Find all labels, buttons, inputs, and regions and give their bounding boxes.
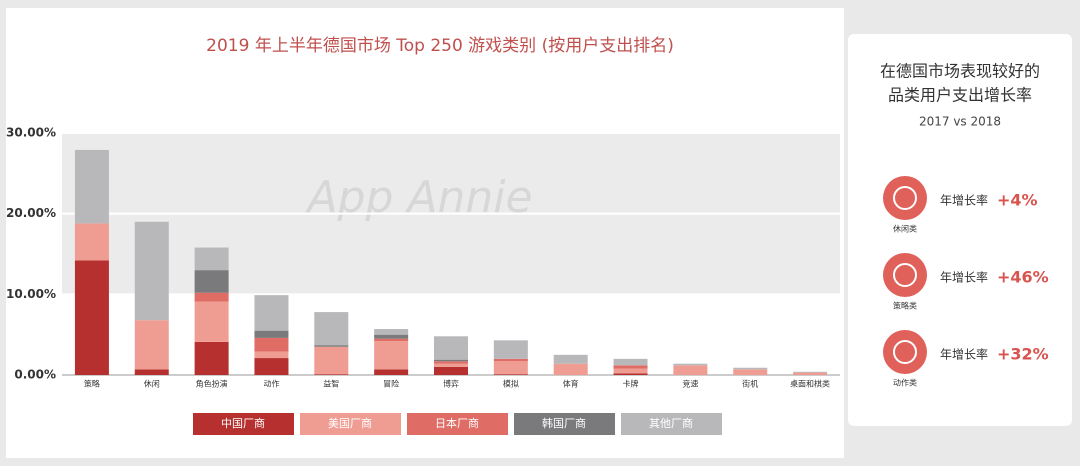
bar-segment: [74, 260, 109, 375]
growth-value: +4%: [997, 191, 1038, 210]
x-tick-label: 模拟: [503, 379, 519, 389]
bar-segment: [793, 372, 828, 375]
bar-segment: [194, 301, 229, 342]
category-icon: [883, 330, 927, 374]
category-icon: [883, 176, 927, 220]
panel-title: 在德国市场表现较好的: [880, 62, 1040, 81]
bar-segment: [793, 371, 828, 373]
x-tick-label: 竞速: [682, 379, 698, 389]
y-tick-label: 0.00%: [14, 368, 56, 382]
icon-inner: [893, 263, 917, 287]
x-tick-label: 卡牌: [623, 379, 639, 389]
bar-segment: [254, 295, 289, 331]
bar-segment: [493, 340, 528, 359]
category-icon: [883, 253, 927, 297]
bar-segment: [254, 351, 289, 359]
bar-segment: [194, 341, 229, 375]
x-tick-label: 街机: [742, 379, 758, 389]
bar-segment: [434, 363, 468, 367]
bar-segment: [733, 367, 768, 370]
x-tick-label: 益智: [323, 379, 339, 389]
growth-value: +46%: [997, 268, 1049, 287]
legend-swatch: [407, 413, 508, 435]
legend-label: 中国厂商: [221, 416, 265, 430]
bar-segment: [493, 361, 528, 375]
side-panel: [848, 34, 1072, 426]
legend-label: 日本厂商: [435, 416, 479, 430]
bar-segment: [613, 365, 648, 369]
icon-label: 动作类: [893, 378, 917, 388]
growth-label: 年增长率: [940, 193, 988, 208]
icon-label: 休闲类: [893, 224, 917, 234]
bar-segment: [134, 369, 169, 375]
x-tick-label: 休闲: [144, 379, 160, 389]
bar-segment: [194, 270, 229, 293]
bar-segment: [613, 358, 648, 366]
bar-segment: [254, 337, 289, 352]
watermark: App Annie: [304, 172, 532, 223]
legend-swatch: [300, 413, 401, 435]
bar-segment: [673, 363, 708, 366]
bar-segment: [134, 320, 169, 370]
bar-segment: [254, 358, 289, 375]
bar-segment: [434, 366, 468, 375]
bar-segment: [613, 368, 648, 374]
x-tick-label: 体育: [563, 379, 579, 389]
bar-segment: [673, 365, 708, 375]
y-tick-label: 20.00%: [6, 206, 56, 220]
icon-inner: [893, 340, 917, 364]
bar-segment: [74, 223, 109, 261]
bar-segment: [314, 374, 349, 375]
bar-segment: [374, 334, 409, 339]
bar-segment: [374, 338, 409, 342]
growth-label: 年增长率: [940, 270, 988, 285]
bar-segment: [254, 330, 289, 338]
panel-subtitle: 2017 vs 2018: [919, 115, 1001, 129]
x-tick-label: 策略: [84, 379, 100, 389]
icon-label: 策略类: [893, 301, 917, 311]
x-tick-label: 冒险: [383, 379, 399, 389]
legend-label: 其他厂商: [649, 416, 693, 430]
bar-segment: [434, 336, 468, 360]
legend-label: 美国厂商: [328, 416, 372, 430]
x-tick-label: 桌面和棋类: [790, 379, 830, 389]
legend-swatch: [193, 413, 294, 435]
legend-label: 韩国厂商: [542, 416, 586, 430]
bar-segment: [374, 329, 409, 335]
x-tick-label: 动作: [263, 379, 279, 389]
bar-segment: [314, 345, 349, 347]
bar-segment: [74, 149, 109, 224]
bar-segment: [194, 292, 229, 302]
bar-segment: [493, 358, 528, 362]
panel-title: 品类用户支出增长率: [888, 86, 1032, 105]
bar-segment: [553, 363, 588, 375]
bar-segment: [314, 346, 349, 375]
bar-segment: [493, 374, 528, 375]
icon-inner: [893, 186, 917, 210]
bar-segment: [553, 354, 588, 364]
legend-swatch: [621, 413, 722, 435]
bar-segment: [613, 373, 648, 375]
x-tick-label: 博弈: [443, 379, 459, 389]
bar-segment: [374, 369, 409, 375]
chart-title: 2019 年上半年德国市场 Top 250 游戏类别 (按用户支出排名): [206, 36, 674, 56]
legend-swatch: [514, 413, 615, 435]
bar-segment: [434, 361, 468, 364]
bar-segment: [314, 312, 349, 346]
y-tick-label: 10.00%: [6, 287, 56, 301]
x-tick-label: 角色扮演: [196, 379, 228, 389]
bar-segment: [194, 247, 229, 271]
bar-segment: [134, 221, 169, 321]
y-tick-label: 30.00%: [6, 126, 56, 140]
bar-segment: [434, 359, 468, 362]
growth-label: 年增长率: [940, 347, 988, 362]
bar-segment: [374, 341, 409, 370]
bar-segment: [733, 369, 768, 375]
growth-value: +32%: [997, 345, 1049, 364]
